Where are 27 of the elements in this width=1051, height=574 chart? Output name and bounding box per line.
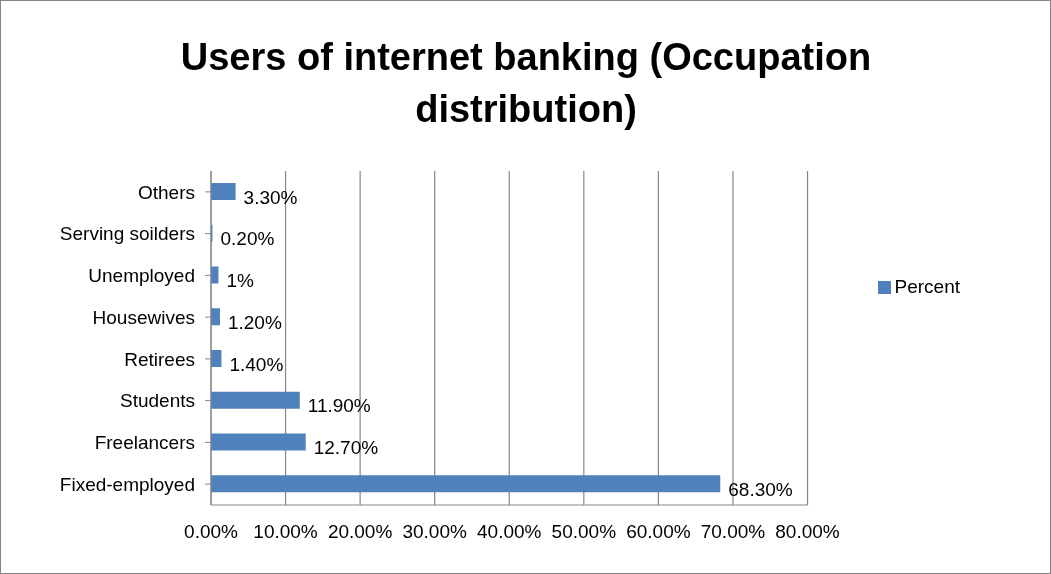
data-label: 3.30% xyxy=(243,186,298,208)
data-label: 11.90% xyxy=(307,395,371,417)
x-tick-label: 80.00% xyxy=(775,521,840,543)
data-label: 1.40% xyxy=(229,353,284,375)
x-tick-label: 20.00% xyxy=(327,521,393,543)
y-tick-label: Retirees xyxy=(124,348,195,370)
x-tick-label: 70.00% xyxy=(700,521,766,543)
y-tick-label: Others xyxy=(137,181,195,203)
y-tick-label: Fixed-employed xyxy=(59,473,195,495)
x-tick-label: 50.00% xyxy=(551,521,617,543)
y-tick-label: Serving soilders xyxy=(59,223,195,245)
x-tick-label: 0.00% xyxy=(184,521,239,543)
chart-title: Users of internet banking (Occupation distribution) xyxy=(179,35,873,132)
x-tick-label: 60.00% xyxy=(626,521,691,543)
x-tick-label: 40.00% xyxy=(477,521,542,543)
y-tick-label: Housewives xyxy=(92,306,195,328)
x-tick-label: 10.00% xyxy=(253,521,318,543)
data-label: 1% xyxy=(226,270,255,291)
data-label: 12.70% xyxy=(313,437,379,458)
y-tick-label: Freelancers xyxy=(94,432,195,454)
legend-label: Percent xyxy=(894,276,960,297)
data-label: 68.30% xyxy=(728,478,793,500)
y-tick-label: Unemployed xyxy=(88,265,195,287)
y-tick-label: Students xyxy=(120,390,195,412)
data-label: 1.20% xyxy=(227,311,282,333)
x-tick-label: 30.00% xyxy=(402,521,468,543)
data-label: 0.20% xyxy=(220,228,275,250)
